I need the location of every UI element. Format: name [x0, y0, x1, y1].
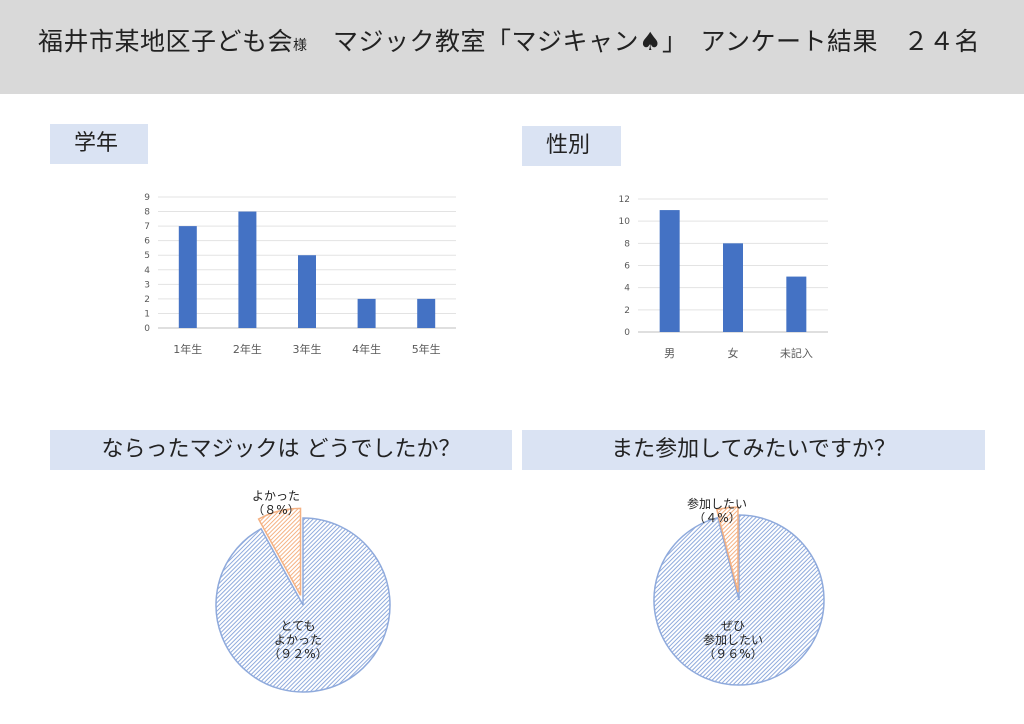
- gender-ytick-label: 0: [624, 328, 630, 338]
- q2-slice-label: 参加したい: [703, 632, 763, 647]
- grade-bar: [238, 211, 257, 328]
- grade-bar: [298, 255, 316, 328]
- grade-bar: [178, 226, 197, 328]
- grade-ytick-label: 1: [144, 309, 150, 319]
- q2-slice-label: （９６%）: [703, 647, 762, 661]
- grade-category-label: 5年生: [412, 342, 441, 356]
- grade-category-label: 1年生: [173, 342, 202, 356]
- gender-ytick-label: 8: [624, 239, 630, 249]
- grade-ytick-label: 4: [144, 266, 150, 276]
- q2-slice-label: ぜひ: [721, 619, 745, 633]
- q1-slice-label: よかった: [274, 633, 322, 647]
- gender-ytick-label: 4: [624, 284, 630, 294]
- gender-ytick-label: 10: [619, 217, 631, 227]
- grade-ytick-label: 8: [144, 208, 150, 218]
- title-suffix: 様: [293, 38, 308, 54]
- gender-category-label: 男: [664, 347, 675, 360]
- grade-bar: [417, 298, 436, 328]
- page-title: 福井市某地区子ども会様 マジック教室「マジキャン♠」 アンケート結果 ２４名: [38, 22, 980, 58]
- grade-ytick-label: 7: [144, 222, 150, 232]
- q1-slice: [257, 507, 302, 596]
- grade-bar: [357, 298, 376, 328]
- grade-ytick-label: 2: [144, 295, 150, 305]
- grade-category-label: 3年生: [293, 342, 322, 356]
- q1-slice-label: （９２%）: [268, 647, 327, 661]
- title-rest: マジック教室「マジキャン♠」 アンケート結果 ２４名: [333, 27, 980, 56]
- grade-ytick-label: 6: [144, 237, 150, 247]
- title-main: 福井市某地区子ども会: [38, 27, 294, 56]
- grade-ytick-label: 0: [144, 324, 150, 334]
- gender-bar: [723, 243, 743, 332]
- grade-category-label: 2年生: [233, 342, 262, 356]
- gender-bar: [786, 276, 807, 332]
- grade-category-label: 4年生: [352, 342, 381, 356]
- q2-slice-label: （４%）: [693, 511, 740, 525]
- header-bar: 福井市某地区子ども会様 マジック教室「マジキャン♠」 アンケート結果 ２４名: [0, 0, 1024, 94]
- gender-ytick-label: 12: [619, 195, 630, 205]
- grade-ytick-label: 9: [144, 193, 150, 203]
- gender-ytick-label: 6: [624, 262, 630, 272]
- q1-slice-label: よかった: [252, 489, 300, 503]
- grade-ytick-label: 5: [144, 251, 150, 261]
- q1-slice-label: （８%）: [252, 503, 299, 517]
- section-label-q2: また参加してみたいですか？: [522, 430, 985, 470]
- q1-slice: [215, 517, 391, 693]
- q2-slice-label: 参加したい: [687, 496, 747, 511]
- section-label-gender: 性別: [522, 126, 621, 166]
- gender-bar: [659, 210, 680, 332]
- q1-slice-label: とても: [280, 619, 315, 633]
- section-label-grade: 学年: [50, 124, 148, 164]
- q2-slice: [715, 506, 739, 593]
- gender-ytick-label: 2: [624, 306, 630, 316]
- q2-slice: [653, 514, 825, 686]
- gender-category-label: 女: [728, 346, 739, 360]
- gender-category-label: 未記入: [780, 346, 813, 360]
- section-label-q1: ならったマジックは どうでしたか？: [50, 430, 512, 470]
- grade-ytick-label: 3: [144, 280, 150, 290]
